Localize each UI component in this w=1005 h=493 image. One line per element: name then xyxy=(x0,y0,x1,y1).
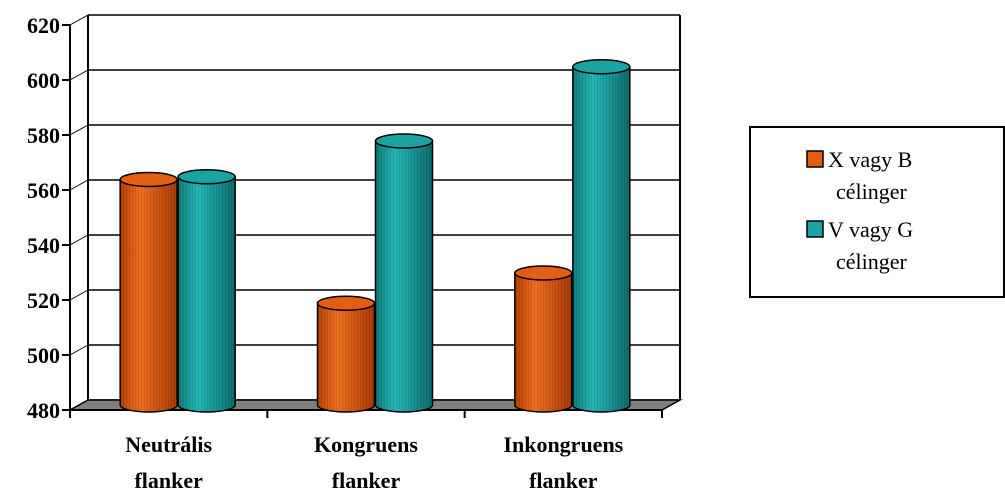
y-tick-label: 500 xyxy=(27,343,60,368)
x-tick-label: Neutrális flanker xyxy=(125,432,212,493)
legend-swatch xyxy=(806,150,824,168)
gridline-side xyxy=(69,289,89,301)
x-tick-label: Kongruens flanker xyxy=(314,432,418,493)
y-tick-label: 620 xyxy=(27,13,60,38)
bar-texture xyxy=(375,141,433,413)
bar xyxy=(316,295,376,413)
bar-texture xyxy=(514,273,572,413)
bar-top xyxy=(316,295,376,311)
bar-top xyxy=(177,169,236,185)
y-tick-label: 480 xyxy=(27,398,60,423)
bar-top xyxy=(374,133,434,149)
bar xyxy=(514,265,573,413)
bar xyxy=(119,171,178,413)
bar-texture xyxy=(572,66,630,413)
bar-top xyxy=(514,265,573,281)
legend-box xyxy=(749,126,1005,298)
legend-swatch xyxy=(806,220,824,238)
gridline-side xyxy=(69,234,89,246)
plot-area: 480 500 520 540 560 580 600 620 Neutrális flanker… xyxy=(27,13,683,493)
gridline-side xyxy=(69,69,89,81)
bar-texture xyxy=(120,179,178,412)
y-tick-label: 540 xyxy=(27,233,60,258)
x-tick-label: Inkongruens flanker xyxy=(503,432,623,493)
gridline-side xyxy=(69,179,89,191)
bar-texture xyxy=(317,303,375,413)
bar-texture xyxy=(178,176,236,413)
y-tick-label: 580 xyxy=(27,123,60,148)
bar xyxy=(177,169,236,413)
bar-top xyxy=(572,59,631,75)
bar xyxy=(572,59,631,413)
bar-top xyxy=(119,171,178,188)
gridline-side xyxy=(69,14,89,26)
y-tick-label: 560 xyxy=(27,178,60,203)
gridline-side xyxy=(69,124,89,136)
y-tick-label: 600 xyxy=(27,68,60,93)
gridline-side xyxy=(69,344,89,356)
y-tick-label: 520 xyxy=(27,288,60,313)
bar xyxy=(374,133,434,413)
